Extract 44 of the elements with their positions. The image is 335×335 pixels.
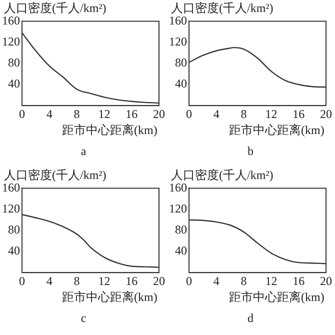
x-tick-label: 12 [265, 106, 278, 121]
x-tick-label: 20 [320, 106, 332, 121]
y-tick-label: 40 [8, 244, 20, 258]
x-tick-label: 0 [186, 106, 192, 121]
y-tick-label: 120 [169, 34, 187, 48]
x-axis-title: 距市中心距离(km) [62, 122, 158, 139]
y-tick-label: 80 [175, 222, 187, 237]
x-tick-label: 4 [213, 274, 220, 288]
x-tick-label: 16 [126, 274, 138, 288]
x-tick-label: 20 [320, 274, 332, 288]
x-tick-label: 12 [98, 274, 110, 288]
x-tick-label: 8 [74, 106, 80, 121]
y-tick-label: 120 [2, 34, 20, 48]
y-tick-label: 40 [175, 76, 187, 91]
y-tick-label: 80 [8, 56, 20, 70]
x-tick-label: 4 [46, 106, 52, 121]
x-tick-label: 12 [98, 106, 110, 121]
x-tick-label: 8 [240, 274, 247, 288]
x-tick-label: 4 [213, 106, 220, 121]
x-tick-label: 16 [292, 274, 305, 288]
x-tick-label: 0 [19, 274, 25, 288]
x-axis-title: 距市中心距离(km) [229, 122, 324, 139]
x-tick-label: 16 [126, 106, 138, 121]
x-axis-title: 距市中心距离(km) [62, 289, 158, 306]
x-tick-label: 4 [46, 274, 52, 288]
x-tick-label: 8 [240, 106, 247, 121]
x-axis-title: 距市中心距离(km) [229, 289, 324, 306]
y-tick-label: 120 [2, 201, 20, 216]
x-tick-label: 20 [153, 106, 165, 121]
x-tick-label: 12 [265, 274, 278, 288]
x-tick-label: 8 [74, 274, 80, 288]
y-tick-label: 80 [175, 56, 187, 70]
y-tick-label: 80 [8, 222, 20, 237]
y-tick-label: 120 [169, 201, 187, 216]
text: a [80, 144, 88, 159]
text: d [246, 311, 254, 326]
text: b [246, 144, 254, 159]
x-tick-label: 0 [19, 106, 25, 121]
text: c [80, 311, 88, 326]
x-tick-label: 0 [186, 274, 192, 288]
y-tick-label: 40 [8, 76, 20, 91]
y-tick-label: 40 [175, 244, 187, 258]
x-tick-label: 16 [292, 106, 305, 121]
x-tick-label: 20 [153, 274, 165, 288]
